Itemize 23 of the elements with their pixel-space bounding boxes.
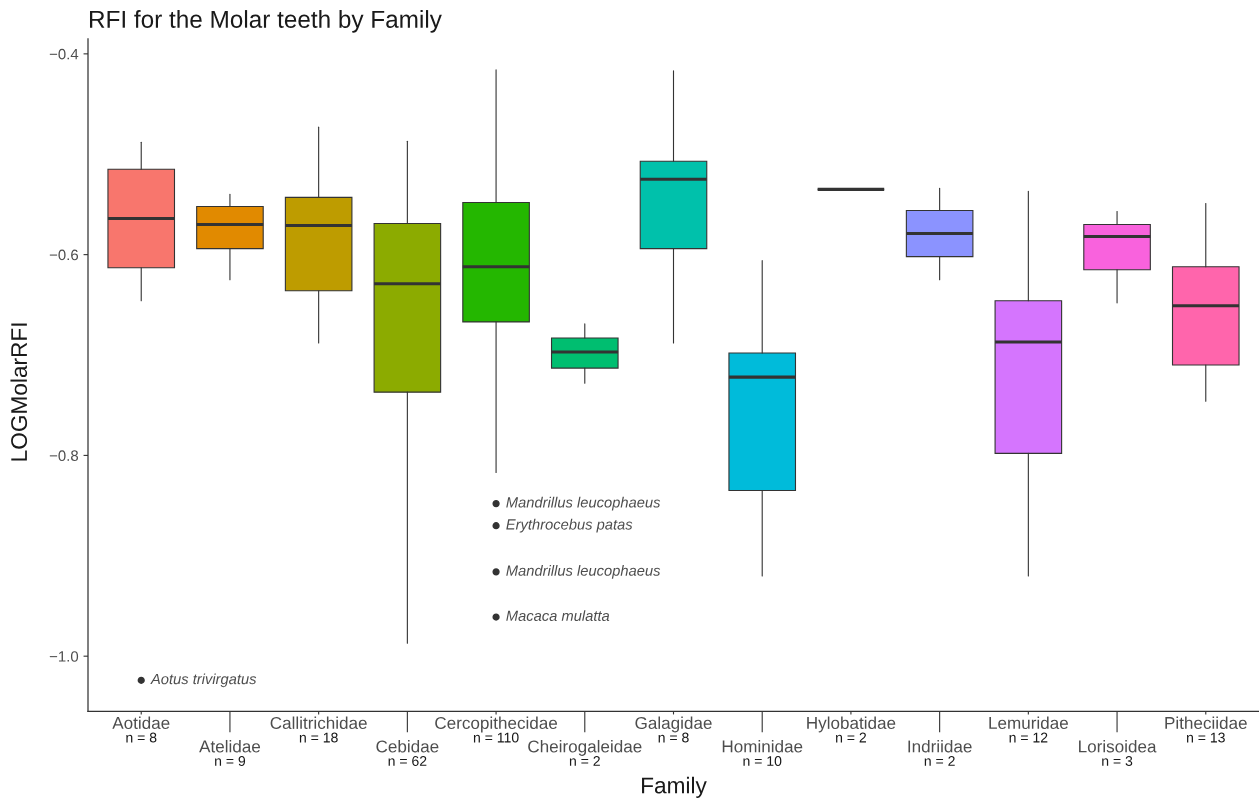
y-tick-label: −1.0 <box>49 651 79 662</box>
annotation: Macaca mulatta <box>506 610 610 621</box>
annotation: Aotus trivirgatus <box>150 673 257 688</box>
y-tick-label: −0.6 <box>49 249 79 261</box>
x-tick-label: Cebidae n = 62 <box>376 739 439 766</box>
annotation: Erythrocebus patas <box>506 518 633 533</box>
x-tick-label: Lemuridae n = 12 <box>989 716 1068 743</box>
x-tick-label: Hominidae n = 10 <box>722 739 803 766</box>
x-tick-label: Aotidae n = 8 <box>112 716 170 743</box>
annotation: Mandrillus leucophaeus <box>506 496 661 511</box>
x-tick-label: Galagidae n = 8 <box>635 716 712 743</box>
y-axis-title: LOGMolarRFI <box>10 323 28 461</box>
y-tick-label: −0.4 <box>49 48 79 60</box>
x-tick-label: Atelidae n = 9 <box>199 739 261 766</box>
x-tick-label: Callitrichidae n = 18 <box>270 716 367 743</box>
x-tick-label: Pitheciidae n = 13 <box>1165 716 1247 743</box>
x-tick-label: Lorisoidea n = 3 <box>1079 739 1157 766</box>
chart-title: RFI for the Molar teeth by Family <box>89 10 442 33</box>
y-tick-label: −0.8 <box>49 450 79 461</box>
x-tick-label: Indriidae n = 2 <box>908 739 972 766</box>
annotation: Mandrillus leucophaeus <box>506 565 661 579</box>
x-axis-title: Family <box>642 776 707 798</box>
x-tick-label: Hylobatidae n = 2 <box>807 716 896 743</box>
